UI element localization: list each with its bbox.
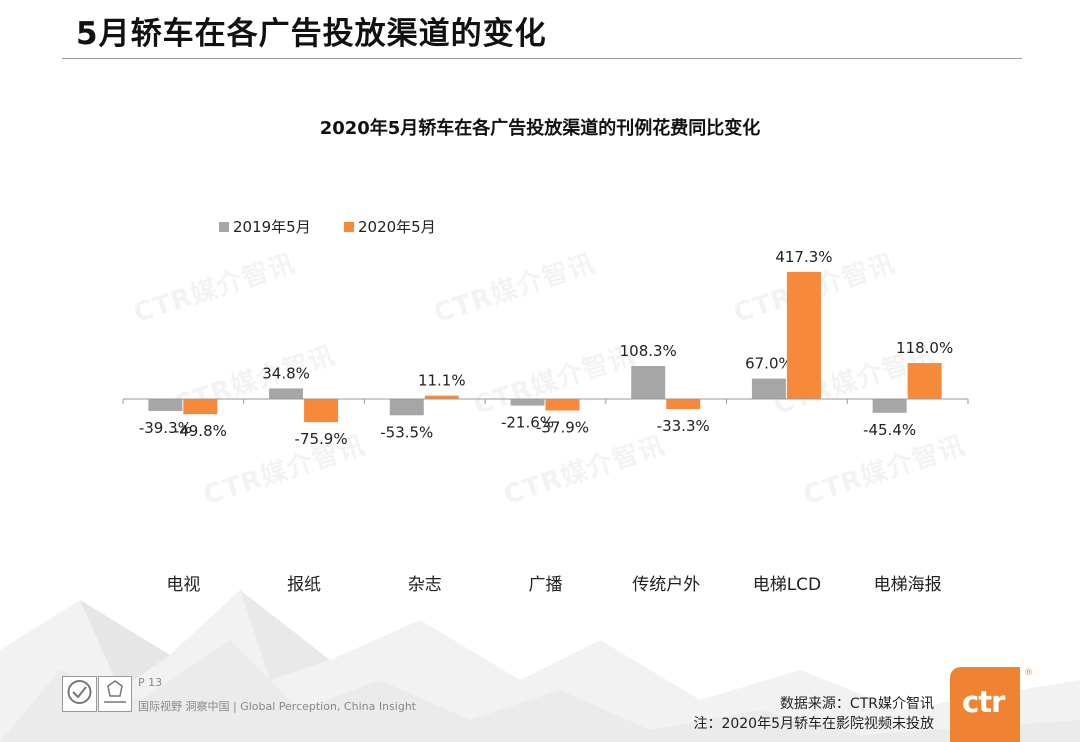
bar xyxy=(183,399,218,415)
ctr-logo-icon xyxy=(950,667,1020,742)
footnote: 注：2020年5月轿车在影院视频未投放 xyxy=(693,716,934,732)
data-label: -53.5% xyxy=(380,423,433,441)
bar xyxy=(751,378,786,399)
data-source: 数据来源：CTR媒介智讯 xyxy=(779,696,934,712)
data-label: -21.6% xyxy=(501,414,554,432)
page-number: P 13 xyxy=(138,676,163,689)
data-label: -49.8% xyxy=(174,422,227,440)
legend-swatch xyxy=(344,222,354,232)
bar xyxy=(148,399,183,411)
data-label: -45.4% xyxy=(863,421,916,439)
background-mountains xyxy=(0,590,1080,742)
bar xyxy=(269,388,304,399)
source-note-block: 数据来源：CTR媒介智讯 注：2020年5月轿车在影院视频未投放 xyxy=(693,694,934,734)
bar xyxy=(786,271,821,399)
data-label: -39.3% xyxy=(139,419,192,437)
ctr-logo-text: ctr xyxy=(962,685,1005,719)
bar xyxy=(631,366,666,399)
bar xyxy=(666,399,701,410)
legend-swatch xyxy=(219,222,229,232)
data-label: -37.9% xyxy=(536,419,589,437)
data-label: -33.3% xyxy=(657,417,710,435)
category-label: 杂志 xyxy=(408,575,442,595)
category-label: 报纸 xyxy=(287,575,321,595)
bar xyxy=(304,399,339,423)
data-label: 34.8% xyxy=(262,364,310,382)
category-label: 电视 xyxy=(166,575,200,595)
data-label: -75.9% xyxy=(295,430,348,448)
data-label: 11.1% xyxy=(418,372,466,390)
page-title: 5月轿车在各广告投放渠道的变化 xyxy=(76,16,547,52)
legend-label: 2020年5月 xyxy=(358,218,436,236)
data-label: 67.0% xyxy=(745,355,793,373)
data-label: 118.0% xyxy=(896,339,953,357)
title-divider xyxy=(62,58,1022,59)
bar xyxy=(545,399,580,411)
category-label: 广播 xyxy=(529,575,563,595)
bar xyxy=(872,399,907,413)
footer-slogan: 国际视野 洞察中国 | Global Perception, China Ins… xyxy=(138,700,417,713)
bar xyxy=(510,399,545,406)
registered-mark: ® xyxy=(1024,668,1033,678)
legend-label: 2019年5月 xyxy=(233,218,311,236)
chart-title: 2020年5月轿车在各广告投放渠道的刊例花费同比变化 xyxy=(320,117,761,139)
data-label: 417.3% xyxy=(775,248,832,266)
bar xyxy=(907,363,942,399)
category-label: 传统户外 xyxy=(632,575,700,595)
bar xyxy=(424,395,459,399)
certification-badges xyxy=(62,676,132,712)
data-label: 108.3% xyxy=(620,342,677,360)
category-label: 电梯LCD xyxy=(753,575,821,595)
category-label: 电梯海报 xyxy=(874,575,942,595)
bar xyxy=(389,399,424,416)
